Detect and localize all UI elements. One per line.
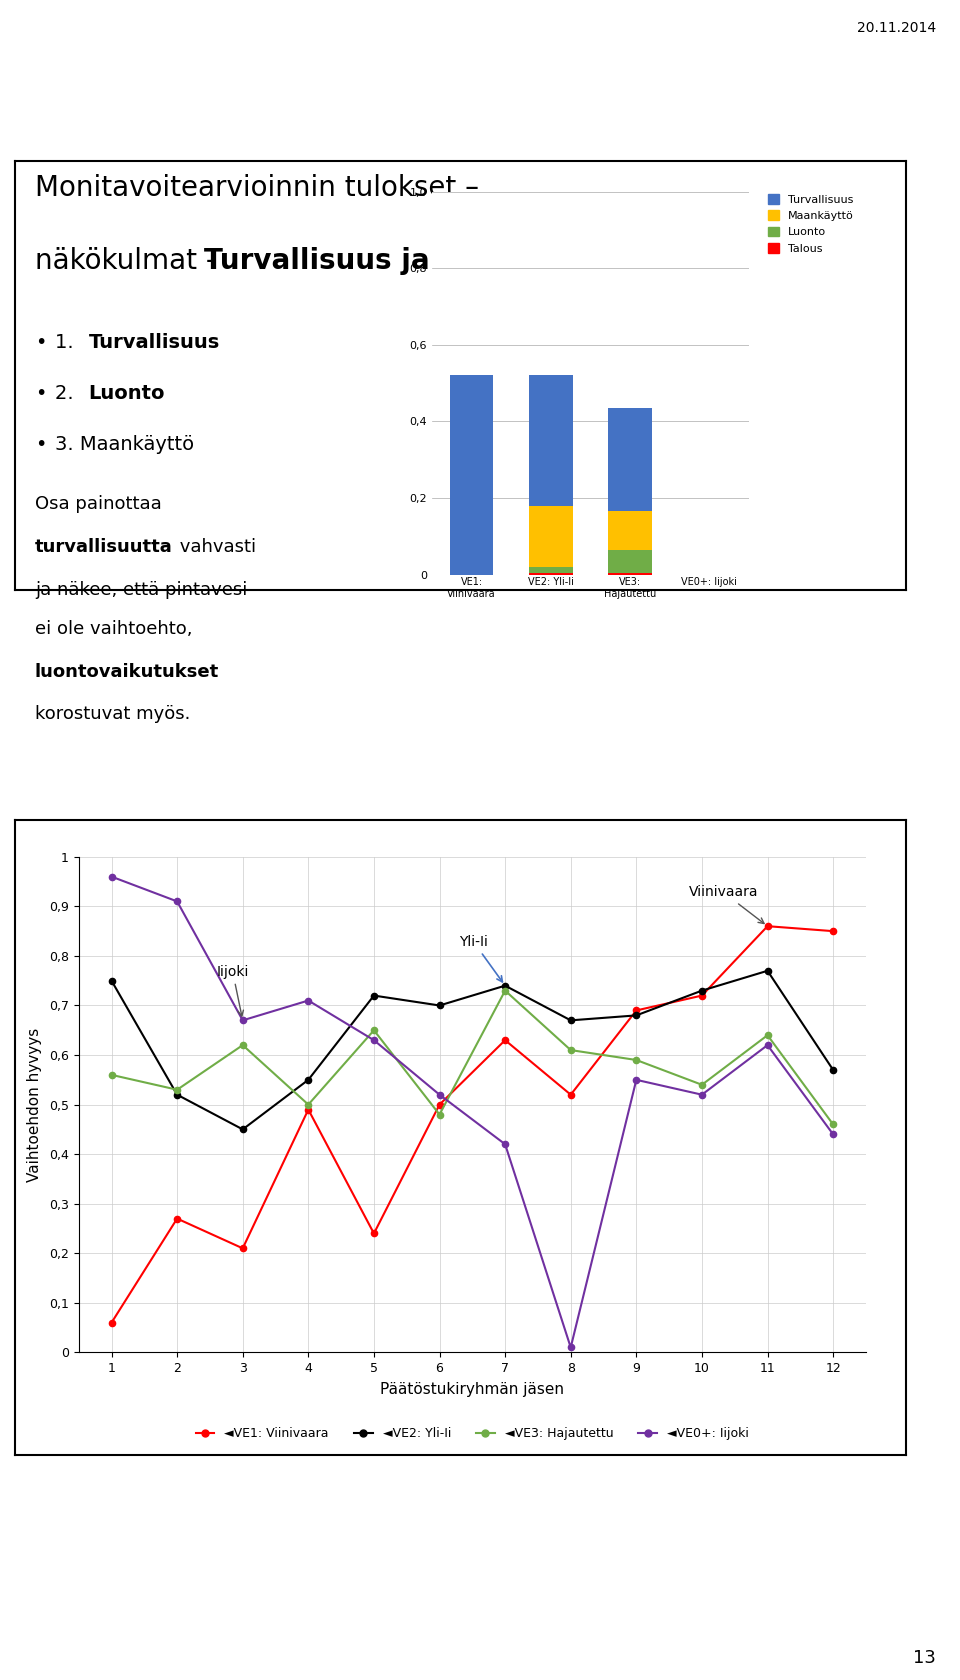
VE2: Yli-Ii: (10, 0.73): Yli-Ii: (10, 0.73) — [696, 981, 708, 1001]
Line: VE3: Hajautettu: VE3: Hajautettu — [108, 988, 836, 1127]
VE0+: Iijoki: (4, 0.71): Iijoki: (4, 0.71) — [302, 991, 314, 1011]
VE3: Hajautettu: (12, 0.46): Hajautettu: (12, 0.46) — [828, 1114, 839, 1134]
Legend: ◄VE1: Viinivaara, ◄VE2: Yli-Ii, ◄VE3: Hajautettu, ◄VE0+: Iijoki: ◄VE1: Viinivaara, ◄VE2: Yli-Ii, ◄VE3: Ha… — [191, 1423, 754, 1445]
VE2: Yli-Ii: (11, 0.77): Yli-Ii: (11, 0.77) — [761, 961, 773, 981]
VE3: Hajautettu: (3, 0.62): Hajautettu: (3, 0.62) — [237, 1035, 249, 1055]
Text: Monitavoitearvioinnin tulokset –: Monitavoitearvioinnin tulokset – — [35, 175, 479, 202]
Line: VE0+: Iijoki: VE0+: Iijoki — [108, 874, 836, 1351]
Text: 3. Maankäyttö: 3. Maankäyttö — [56, 435, 195, 455]
VE0+: Iijoki: (10, 0.52): Iijoki: (10, 0.52) — [696, 1085, 708, 1105]
VE1: Viinivaara: (9, 0.69): Viinivaara: (9, 0.69) — [631, 1000, 642, 1020]
VE1: Viinivaara: (4, 0.49): Viinivaara: (4, 0.49) — [302, 1099, 314, 1119]
VE0+: Iijoki: (6, 0.52): Iijoki: (6, 0.52) — [434, 1085, 445, 1105]
VE2: Yli-Ii: (9, 0.68): Yli-Ii: (9, 0.68) — [631, 1005, 642, 1025]
Bar — [450, 375, 493, 575]
VE0+: Iijoki: (12, 0.44): Iijoki: (12, 0.44) — [828, 1124, 839, 1144]
Line: VE1: Viinivaara: VE1: Viinivaara — [108, 922, 836, 1326]
Text: ei ole vaihtoehto,: ei ole vaihtoehto, — [35, 620, 192, 638]
Text: 20.11.2014: 20.11.2014 — [857, 20, 936, 35]
VE0+: Iijoki: (3, 0.67): Iijoki: (3, 0.67) — [237, 1010, 249, 1030]
VE2: Yli-Ii: (12, 0.57): Yli-Ii: (12, 0.57) — [828, 1060, 839, 1080]
VE2: Yli-Ii: (7, 0.74): Yli-Ii: (7, 0.74) — [499, 976, 511, 996]
Bar — [529, 573, 572, 575]
VE2: Yli-Ii: (4, 0.55): Yli-Ii: (4, 0.55) — [302, 1070, 314, 1090]
VE0+: Iijoki: (1, 0.96): Iijoki: (1, 0.96) — [106, 867, 117, 887]
VE1: Viinivaara: (7, 0.63): Viinivaara: (7, 0.63) — [499, 1030, 511, 1050]
Text: Iijoki: Iijoki — [217, 964, 249, 1016]
Text: Osa painottaa: Osa painottaa — [35, 496, 161, 514]
Bar — [609, 549, 652, 573]
Text: näkökulmat -: näkökulmat - — [35, 247, 225, 276]
VE1: Viinivaara: (5, 0.24): Viinivaara: (5, 0.24) — [369, 1223, 380, 1243]
VE2: Yli-Ii: (3, 0.45): Yli-Ii: (3, 0.45) — [237, 1119, 249, 1139]
Line: VE2: Yli-Ii: VE2: Yli-Ii — [108, 968, 836, 1132]
Text: Yli-Ii: Yli-Ii — [459, 936, 502, 981]
VE2: Yli-Ii: (6, 0.7): Yli-Ii: (6, 0.7) — [434, 995, 445, 1015]
VE3: Hajautettu: (11, 0.64): Hajautettu: (11, 0.64) — [761, 1025, 773, 1045]
VE3: Hajautettu: (6, 0.48): Hajautettu: (6, 0.48) — [434, 1104, 445, 1124]
VE1: Viinivaara: (1, 0.06): Viinivaara: (1, 0.06) — [106, 1312, 117, 1332]
Bar — [529, 506, 572, 566]
VE0+: Iijoki: (2, 0.91): Iijoki: (2, 0.91) — [171, 892, 182, 912]
Text: 2.: 2. — [56, 385, 81, 403]
VE3: Hajautettu: (7, 0.73): Hajautettu: (7, 0.73) — [499, 981, 511, 1001]
Text: 13: 13 — [913, 1648, 936, 1667]
VE3: Hajautettu: (9, 0.59): Hajautettu: (9, 0.59) — [631, 1050, 642, 1070]
VE3: Hajautettu: (2, 0.53): Hajautettu: (2, 0.53) — [171, 1080, 182, 1100]
VE2: Yli-Ii: (5, 0.72): Yli-Ii: (5, 0.72) — [369, 986, 380, 1006]
Bar — [609, 408, 652, 511]
VE1: Viinivaara: (8, 0.52): Viinivaara: (8, 0.52) — [564, 1085, 576, 1105]
Bar — [529, 566, 572, 573]
Text: •: • — [35, 385, 46, 403]
VE3: Hajautettu: (1, 0.56): Hajautettu: (1, 0.56) — [106, 1065, 117, 1085]
VE3: Hajautettu: (5, 0.65): Hajautettu: (5, 0.65) — [369, 1020, 380, 1040]
VE0+: Iijoki: (5, 0.63): Iijoki: (5, 0.63) — [369, 1030, 380, 1050]
VE2: Yli-Ii: (2, 0.52): Yli-Ii: (2, 0.52) — [171, 1085, 182, 1105]
VE1: Viinivaara: (10, 0.72): Viinivaara: (10, 0.72) — [696, 986, 708, 1006]
Text: vahvasti: vahvasti — [174, 538, 256, 556]
VE0+: Iijoki: (11, 0.62): Iijoki: (11, 0.62) — [761, 1035, 773, 1055]
VE2: Yli-Ii: (8, 0.67): Yli-Ii: (8, 0.67) — [564, 1010, 576, 1030]
Bar — [609, 511, 652, 549]
Text: Viinivaara: Viinivaara — [688, 885, 764, 924]
Text: Turvallisuus: Turvallisuus — [88, 333, 220, 351]
VE1: Viinivaara: (6, 0.5): Viinivaara: (6, 0.5) — [434, 1095, 445, 1116]
VE3: Hajautettu: (8, 0.61): Hajautettu: (8, 0.61) — [564, 1040, 576, 1060]
VE0+: Iijoki: (9, 0.55): Iijoki: (9, 0.55) — [631, 1070, 642, 1090]
Text: ja näkee, että pintavesi: ja näkee, että pintavesi — [35, 581, 248, 600]
VE3: Hajautettu: (4, 0.5): Hajautettu: (4, 0.5) — [302, 1095, 314, 1116]
Legend: Turvallisuus, Maankäyttö, Luonto, Talous: Turvallisuus, Maankäyttö, Luonto, Talous — [764, 190, 858, 259]
Text: •: • — [35, 435, 46, 455]
VE0+: Iijoki: (8, 0.01): Iijoki: (8, 0.01) — [564, 1337, 576, 1357]
VE3: Hajautettu: (10, 0.54): Hajautettu: (10, 0.54) — [696, 1075, 708, 1095]
Bar — [609, 573, 652, 575]
Text: Luonto: Luonto — [88, 385, 165, 403]
Text: luontovaikutukset: luontovaikutukset — [35, 662, 219, 680]
Y-axis label: Vaihtoehdon hyvyys: Vaihtoehdon hyvyys — [27, 1028, 42, 1181]
Text: •: • — [35, 333, 46, 351]
VE1: Viinivaara: (11, 0.86): Viinivaara: (11, 0.86) — [761, 916, 773, 936]
VE1: Viinivaara: (3, 0.21): Viinivaara: (3, 0.21) — [237, 1238, 249, 1258]
X-axis label: Päätöstukiryhmän jäsen: Päätöstukiryhmän jäsen — [380, 1383, 564, 1398]
Text: turvallisuutta: turvallisuutta — [35, 538, 173, 556]
VE1: Viinivaara: (2, 0.27): Viinivaara: (2, 0.27) — [171, 1208, 182, 1228]
VE0+: Iijoki: (7, 0.42): Iijoki: (7, 0.42) — [499, 1134, 511, 1154]
Text: korostuvat myös.: korostuvat myös. — [35, 706, 190, 724]
VE2: Yli-Ii: (1, 0.75): Yli-Ii: (1, 0.75) — [106, 971, 117, 991]
Text: Turvallisuus ja luonto: Turvallisuus ja luonto — [204, 247, 540, 276]
Text: 1.: 1. — [56, 333, 81, 351]
Bar — [529, 375, 572, 506]
VE1: Viinivaara: (12, 0.85): Viinivaara: (12, 0.85) — [828, 921, 839, 941]
